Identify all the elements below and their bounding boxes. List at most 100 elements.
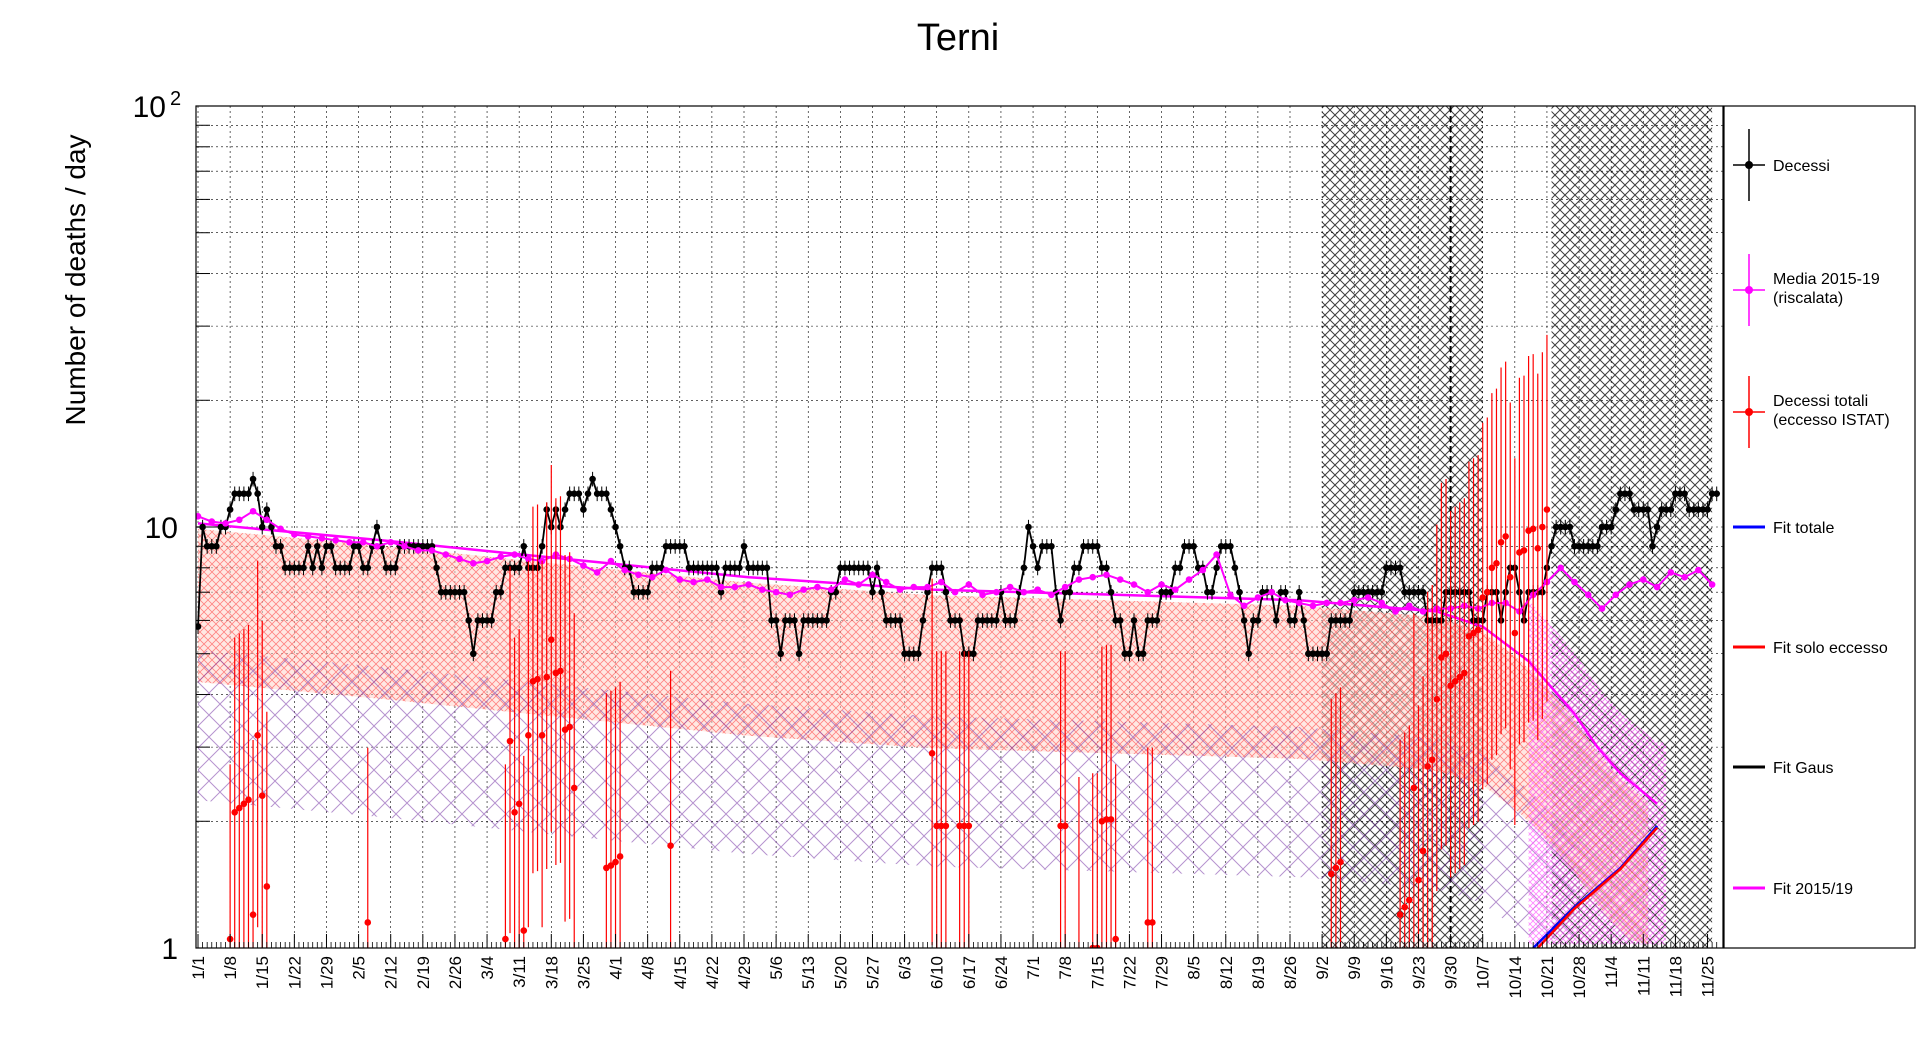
data-point	[1387, 564, 1395, 572]
data-point	[1383, 564, 1390, 572]
data-point	[387, 538, 395, 546]
data-point	[1690, 506, 1698, 513]
data-point	[469, 650, 477, 658]
data-point	[570, 490, 578, 497]
data-point	[749, 564, 757, 572]
data-point	[777, 650, 785, 658]
data-point	[1144, 588, 1152, 596]
data-point	[382, 564, 390, 572]
data-point	[456, 588, 463, 596]
data-point	[1580, 542, 1587, 550]
data-point	[827, 586, 835, 593]
data-point	[639, 588, 647, 596]
x-tick-label: 8/5	[1185, 956, 1204, 980]
data-point	[1240, 602, 1248, 610]
data-point	[1162, 588, 1170, 596]
data-point	[1006, 617, 1014, 624]
x-tick-label: 7/8	[1056, 956, 1075, 980]
x-tick-label: 4/1	[607, 956, 626, 980]
data-point	[804, 617, 812, 624]
data-point	[607, 862, 615, 869]
data-point	[814, 617, 821, 624]
data-point	[1369, 588, 1376, 596]
data-point	[1286, 617, 1294, 624]
data-point	[979, 591, 986, 599]
x-tick-label: 9/30	[1442, 956, 1461, 989]
data-point	[1392, 564, 1399, 572]
data-point	[465, 617, 473, 624]
data-point	[942, 822, 950, 830]
x-tick-label: 2/12	[382, 956, 401, 989]
data-point	[937, 822, 945, 830]
data-point	[745, 564, 752, 572]
data-point	[864, 564, 872, 572]
data-point	[1635, 506, 1643, 513]
x-tick-label: 5/6	[767, 956, 786, 980]
data-point	[1199, 566, 1207, 574]
data-point	[1337, 858, 1344, 866]
legend-label: Fit Gaus	[1773, 760, 1833, 777]
data-point	[685, 564, 693, 572]
data-point	[1236, 588, 1243, 596]
data-point	[988, 617, 996, 624]
data-point	[1396, 911, 1404, 918]
data-point	[373, 523, 381, 531]
data-point	[373, 542, 381, 550]
data-point	[1543, 506, 1551, 513]
data-point	[722, 564, 729, 572]
data-point	[846, 564, 853, 572]
data-point	[222, 520, 229, 527]
x-tick-label: 6/17	[960, 956, 979, 989]
data-point	[1708, 490, 1716, 497]
data-point	[1093, 542, 1101, 550]
data-point	[1327, 617, 1335, 624]
data-point	[313, 542, 321, 550]
data-point	[1557, 523, 1565, 531]
data-point	[1158, 588, 1165, 596]
data-point	[759, 564, 766, 572]
data-point	[249, 507, 257, 515]
data-point	[281, 564, 289, 572]
data-point	[258, 523, 266, 531]
x-tick-label: 11/4	[1602, 956, 1621, 988]
legend-label-line2: (eccesso ISTAT)	[1773, 412, 1890, 429]
data-point	[1653, 583, 1661, 591]
data-point	[1254, 617, 1262, 624]
x-tick-label: 9/9	[1345, 956, 1364, 980]
data-point	[960, 822, 968, 830]
data-point	[635, 571, 642, 579]
data-point	[1034, 564, 1041, 572]
data-point	[570, 784, 578, 792]
data-point	[1621, 490, 1629, 497]
data-point	[1295, 588, 1303, 596]
data-point	[1337, 599, 1344, 607]
legend-label: Fit 2015/19	[1773, 881, 1853, 898]
data-point	[1002, 617, 1009, 624]
data-point	[740, 542, 748, 550]
data-point	[690, 578, 697, 586]
data-point	[1442, 650, 1450, 658]
data-point	[644, 588, 651, 596]
x-tick-label: 3/11	[510, 956, 529, 988]
data-point	[309, 564, 317, 572]
data-point	[1626, 581, 1633, 588]
data-point	[1401, 903, 1409, 911]
x-tick-label: 5/27	[863, 956, 882, 989]
data-point	[1626, 490, 1633, 497]
data-point	[511, 551, 518, 558]
data-point	[1511, 629, 1519, 637]
data-point	[1667, 569, 1675, 576]
data-point	[1277, 588, 1285, 596]
data-point	[667, 842, 674, 849]
data-point	[616, 542, 624, 550]
data-point	[1539, 523, 1546, 531]
data-point	[391, 564, 399, 572]
data-point	[1571, 578, 1578, 586]
data-point	[332, 564, 339, 572]
data-point	[928, 750, 936, 757]
data-point	[1011, 617, 1019, 624]
data-point	[676, 576, 684, 583]
data-point	[1254, 594, 1262, 601]
data-point	[208, 518, 216, 525]
